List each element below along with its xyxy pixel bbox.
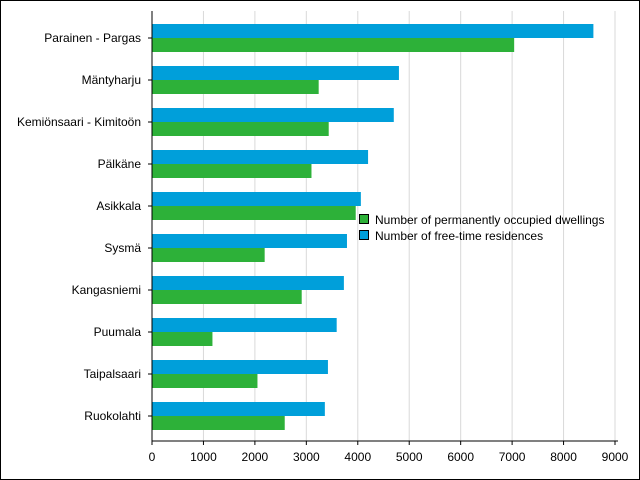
x-tick-label: 5000 [396,450,423,464]
y-tick-label: Kemiönsaari - Kimitoön [17,115,141,129]
bar-permanent [152,80,319,94]
bar-free-time [152,318,337,332]
y-tick-label: Sysmä [104,241,141,255]
y-tick-label: Pälkäne [98,157,142,171]
y-tick-label: Taipalsaari [84,367,141,381]
bar-permanent [152,206,356,220]
x-tick-label: 4000 [344,450,371,464]
x-tick-label: 0 [149,450,156,464]
y-tick-label: Asikkala [96,199,141,213]
bar-permanent [152,248,265,262]
bar-permanent [152,416,285,430]
y-tick-label: Mäntyharju [82,73,141,87]
legend-label: Number of permanently occupied dwellings [375,213,604,227]
y-tick-label: Puumala [94,325,142,339]
bar-permanent [152,374,258,388]
bar-free-time [152,360,328,374]
y-tick-label: Kangasniemi [72,283,141,297]
bar-permanent [152,122,329,136]
bar-permanent [152,38,515,52]
x-tick-label: 2000 [242,450,269,464]
x-tick-label: 1000 [190,450,217,464]
bar-free-time [152,276,344,290]
y-tick-label: Ruokolahti [84,409,141,423]
legend-swatch [359,230,369,240]
bar-free-time [152,66,399,80]
bar-free-time [152,150,369,164]
bar-permanent [152,290,302,304]
bar-free-time [152,108,394,122]
x-tick-label: 7000 [499,450,526,464]
bar-free-time [152,234,347,248]
x-tick-label: 6000 [447,450,474,464]
x-tick-label: 8000 [550,450,577,464]
y-tick-label: Parainen - Pargas [44,31,141,45]
bar-permanent [152,164,312,178]
x-tick-label: 3000 [293,450,320,464]
bar-free-time [152,24,594,38]
bar-free-time [152,402,325,416]
legend-label: Number of free-time residences [375,229,543,243]
legend-swatch [359,214,369,224]
x-tick-label: 9000 [602,450,629,464]
bar-permanent [152,332,213,346]
bar-free-time [152,192,361,206]
